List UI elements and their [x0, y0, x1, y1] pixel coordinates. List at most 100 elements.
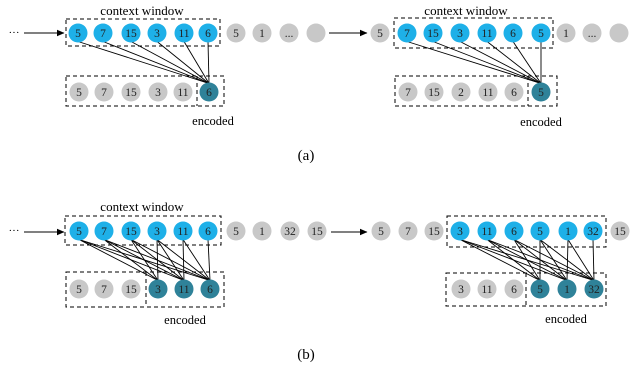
- link-b-left-4-5: [182, 239, 211, 281]
- b-left-output-token-0: 5: [69, 279, 89, 299]
- a-right-input-token-2: 15: [423, 23, 443, 43]
- a-left-input-token-circle-7: [252, 23, 272, 43]
- context-window-label-a-right: context window: [424, 3, 508, 18]
- a-right-output-token-circle-3: [478, 82, 498, 102]
- a-left-input-token-6: 5: [226, 23, 246, 43]
- context-window-label-a-left: context window: [100, 3, 184, 18]
- a-right-output-token-value-0: 7: [405, 87, 411, 99]
- link-b-right-8-5: [592, 239, 595, 281]
- a-left-input-token-value-2: 15: [125, 28, 137, 40]
- b-right-input-token-7: 1: [558, 221, 578, 241]
- b-left-input-token-circle-0: [69, 221, 89, 241]
- a-right-input-token-value-2: 15: [427, 28, 439, 40]
- b-left-input-token-circle-7: [252, 221, 272, 241]
- a-left-input-token-3: 3: [147, 23, 167, 43]
- link-b-left-1-3: [103, 239, 159, 281]
- b-left-input-token-1: 7: [94, 221, 114, 241]
- a-right-output-token-circle-0: [398, 82, 418, 102]
- b-right-output-token-circle-2: [504, 279, 524, 299]
- b-right-output-token-0: 3: [451, 279, 471, 299]
- b-right-input-token-6: 5: [530, 221, 550, 241]
- a-right-input-token-8: ...: [582, 23, 602, 43]
- a-left-input-token-circle-9: [306, 23, 326, 43]
- a-right-input-token-4: 11: [477, 23, 497, 43]
- b-left-input-token-circle-5: [198, 221, 218, 241]
- b-left-output-token-circle-0: [69, 279, 89, 299]
- b-right-output-token-4: 1: [557, 279, 577, 299]
- b-left-input-token-value-4: 11: [177, 226, 188, 238]
- a-left-output-token-circle-1: [94, 82, 114, 102]
- a-left-output-token-value-0: 5: [76, 87, 82, 99]
- b-right-input-token-circle-0: [371, 221, 391, 241]
- b-left-input-token-6: 5: [226, 221, 246, 241]
- b-right-input-token-circle-4: [477, 221, 497, 241]
- a-right-input-token-value-8: ...: [588, 28, 597, 40]
- a-right-input-token-0: 5: [370, 23, 390, 43]
- b-left-input-token-2: 15: [121, 221, 141, 241]
- a-left-input-token-value-8: ...: [285, 28, 294, 40]
- a-left-input-token-value-6: 5: [233, 28, 239, 40]
- a-right-output-token-1: 15: [424, 82, 444, 102]
- a-right-input-token-1: 7: [397, 23, 417, 43]
- b-left-output-token-value-4: 11: [178, 284, 189, 296]
- b-left-input-token-8: 32: [280, 221, 300, 241]
- link-a-left-1: [102, 41, 210, 84]
- a-right-input-token-3: 3: [450, 23, 470, 43]
- a-right-output-token-circle-4: [504, 82, 524, 102]
- a-left-input-token-value-1: 7: [100, 28, 106, 40]
- link-b-right-7-4: [566, 239, 569, 281]
- b-left-output-token-value-1: 7: [101, 284, 107, 296]
- b-left-input-token-3: 3: [147, 221, 167, 241]
- a-left-input-token-5: 6: [198, 23, 218, 43]
- b-left-input-token-circle-8: [280, 221, 300, 241]
- a-left-output-token-2: 15: [121, 82, 141, 102]
- encoded-label-a-left: encoded: [192, 114, 234, 128]
- a-left-input-token-9: [306, 23, 326, 43]
- link-b-left-2-3: [130, 239, 159, 281]
- b-left-input-token-value-6: 5: [233, 226, 239, 238]
- context-window-box-a-right: [393, 17, 554, 49]
- a-left-input-token-value-5: 6: [205, 28, 211, 40]
- b-right-input-token-value-7: 1: [565, 226, 571, 238]
- b-left-input-token-value-2: 15: [125, 226, 137, 238]
- b-left-input-token-value-1: 7: [101, 226, 107, 238]
- a-left-output-token-5: 6: [199, 82, 219, 102]
- connection-lines: [77, 41, 595, 281]
- a-left-input-token-value-7: 1: [259, 28, 265, 40]
- a-right-input-token-circle-0: [370, 23, 390, 43]
- leading-ellipsis-a: ···: [9, 27, 20, 39]
- b-right-input-token-value-1: 7: [405, 226, 411, 238]
- a-left-input-token-circle-8: [279, 23, 299, 43]
- a-left-input-token-1: 7: [93, 23, 113, 43]
- b-left-input-token-value-3: 3: [154, 226, 160, 238]
- b-right-output-token-5: 32: [584, 279, 604, 299]
- link-b-right-3-3: [459, 239, 541, 281]
- b-right-output-token-circle-3: [530, 279, 550, 299]
- b-left-input-token-9: 15: [307, 221, 327, 241]
- b-right-input-token-circle-2: [424, 221, 444, 241]
- b-right-output-token-circle-0: [451, 279, 471, 299]
- a-left-input-token-0: 5: [68, 23, 88, 43]
- b-left-input-token-5: 6: [198, 221, 218, 241]
- link-b-right-5-3: [513, 239, 541, 281]
- b-left-input-token-circle-1: [94, 221, 114, 241]
- context-window-label-b-left: context window: [100, 199, 184, 214]
- b-right-output-token-circle-4: [557, 279, 577, 299]
- b-right-output-token-value-0: 3: [458, 284, 464, 296]
- a-right-input-token-5: 6: [503, 23, 523, 43]
- b-left-input-token-circle-4: [173, 221, 193, 241]
- link-b-left-5-5: [207, 239, 211, 281]
- caption-a: (a): [298, 148, 315, 164]
- b-left-input-token-circle-9: [307, 221, 327, 241]
- a-right-input-token-circle-2: [423, 23, 443, 43]
- b-right-input-token-0: 5: [371, 221, 391, 241]
- link-b-right-4-3: [486, 239, 541, 281]
- b-left-input-token-circle-2: [121, 221, 141, 241]
- a-left-output-token-value-3: 3: [155, 87, 161, 99]
- b-left-input-token-circle-3: [147, 221, 167, 241]
- a-right-input-token-circle-7: [556, 23, 576, 43]
- b-right-input-token-4: 11: [477, 221, 497, 241]
- encoded-label-b-right: encoded: [545, 312, 587, 326]
- b-left-output-token-5: 6: [200, 279, 220, 299]
- a-left-input-token-value-3: 3: [154, 28, 160, 40]
